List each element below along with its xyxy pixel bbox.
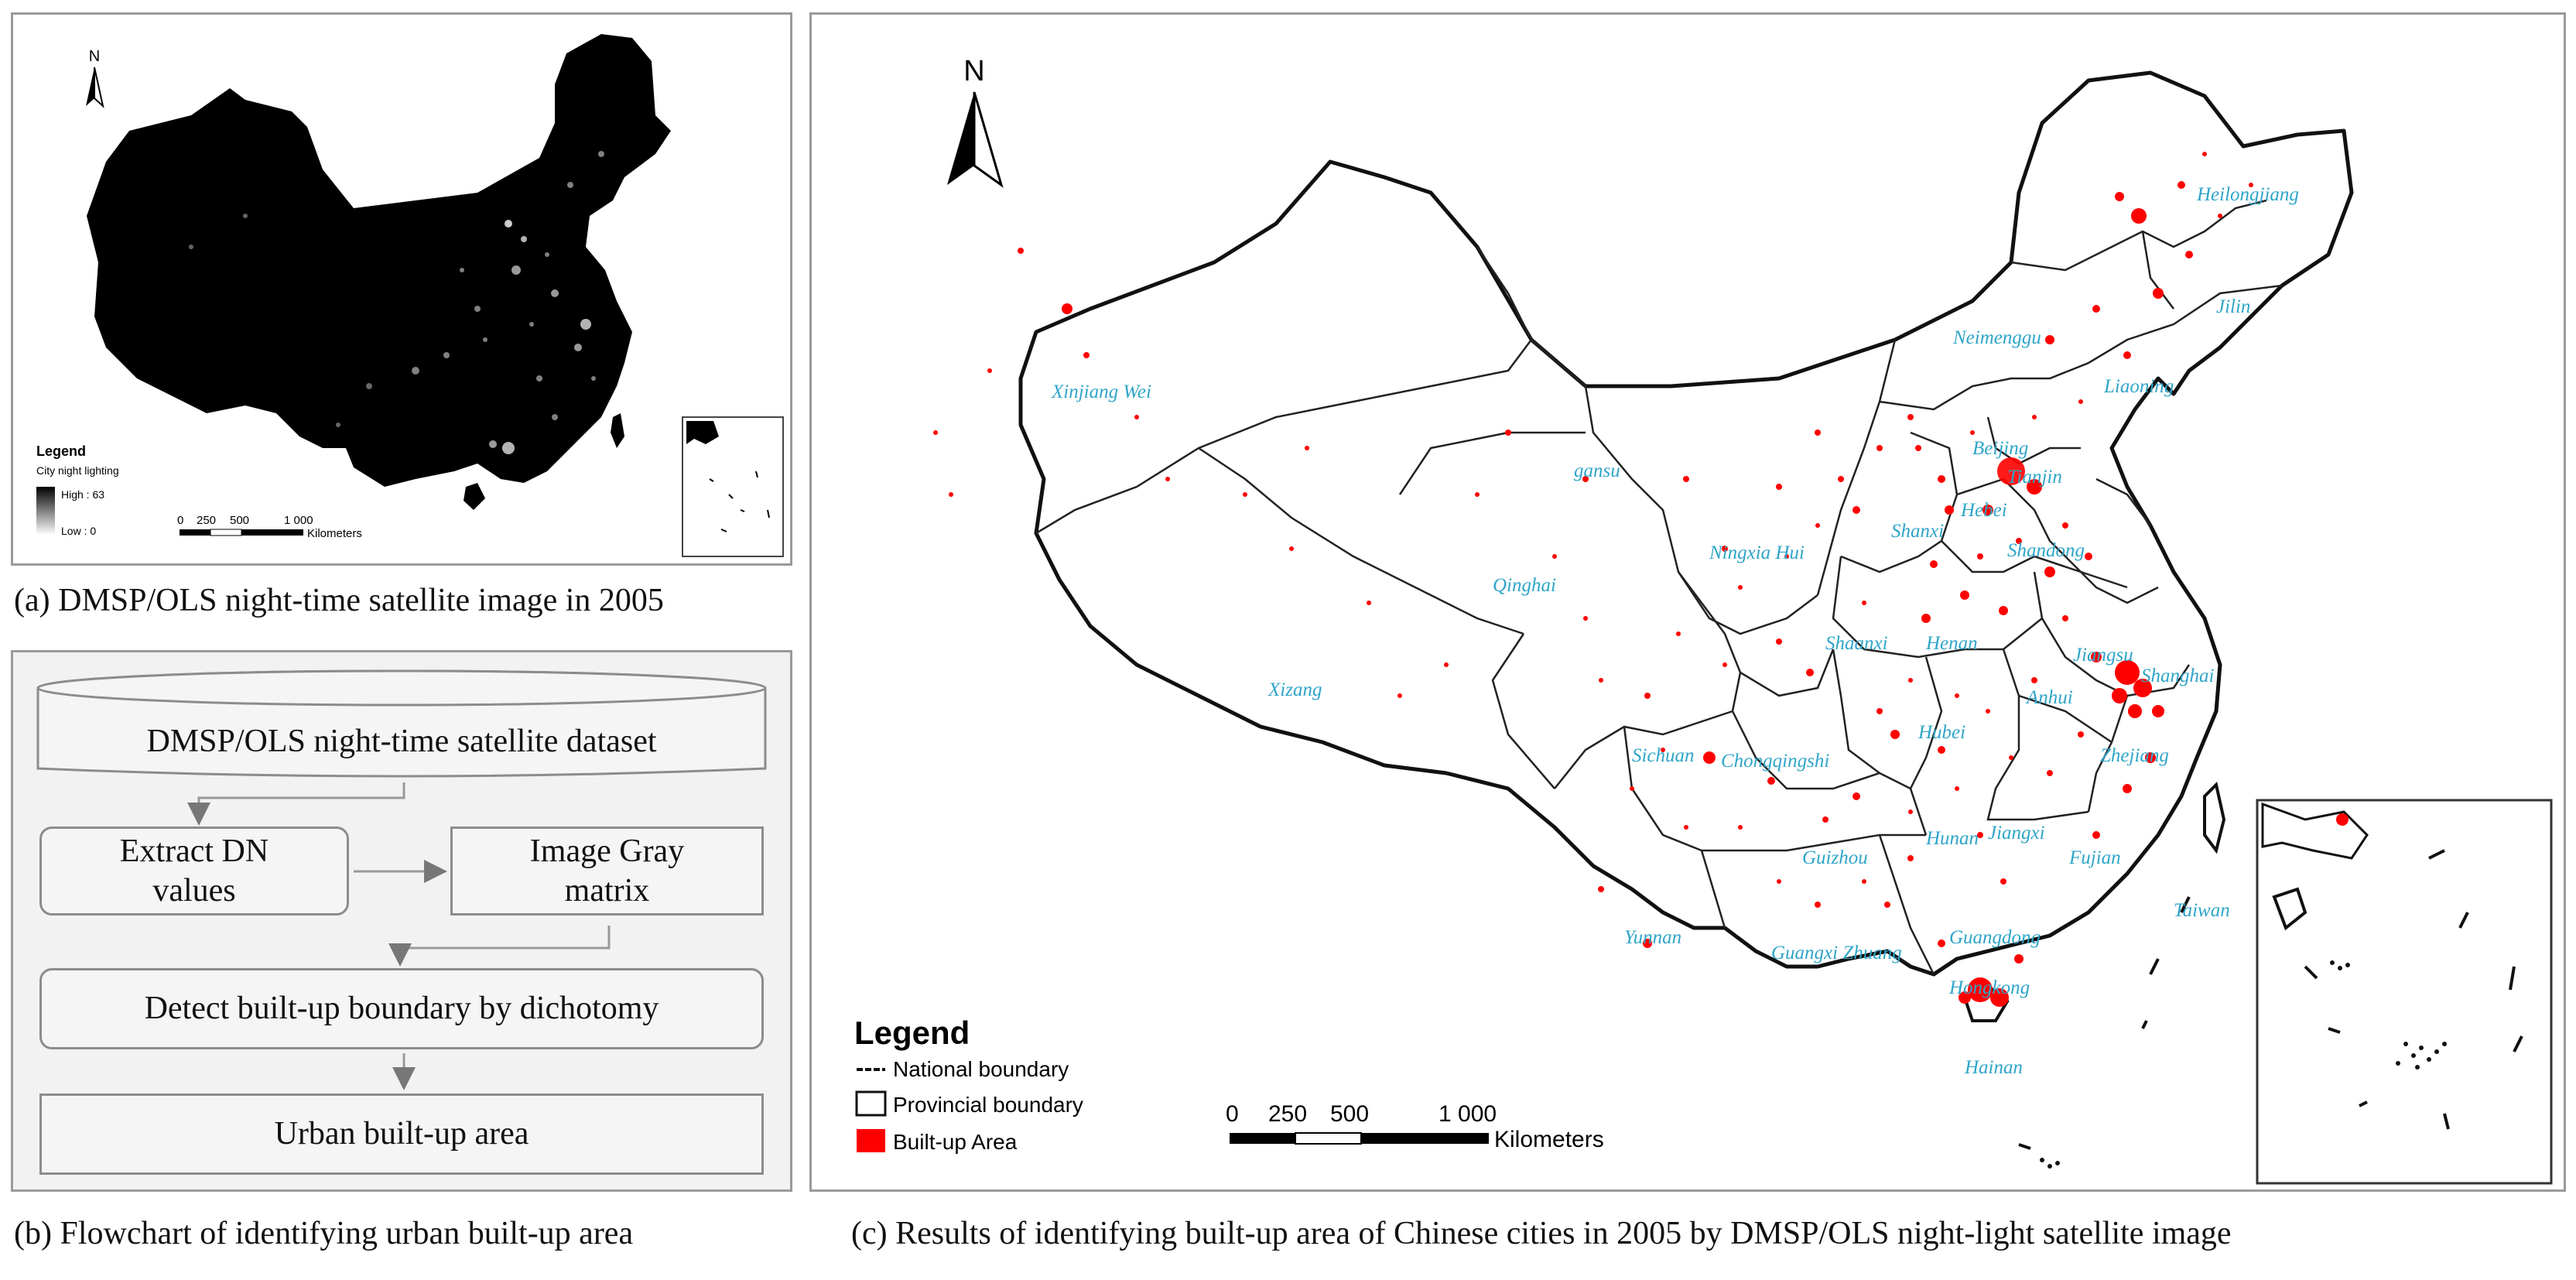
flow-extract-label: Extract DN values bbox=[120, 832, 269, 910]
legend-provincial: Provincial boundary bbox=[893, 1093, 1083, 1117]
north-arrow-icon: N bbox=[947, 55, 1004, 188]
legend-builtup-symbol bbox=[857, 1129, 885, 1152]
legend-gradient bbox=[36, 487, 55, 535]
scale-tick-500: 500 bbox=[230, 514, 249, 527]
label-qinghai: Qinghai bbox=[1493, 575, 1556, 596]
map-legend: Legend National boundary Provincial boun… bbox=[854, 1015, 1083, 1154]
scale-bar: 0 250 500 1 000 Kilometers bbox=[177, 514, 362, 540]
label-hunan: Hunan bbox=[1925, 828, 1979, 849]
label-hebei: Hebei bbox=[1960, 500, 2007, 521]
southern-islands bbox=[2018, 896, 2191, 1150]
flowchart-panel: DMSP/OLS night-time satellite dataset Ex… bbox=[11, 650, 792, 1192]
label-hainan: Hainan bbox=[1964, 1057, 2023, 1078]
label-sichuan: Sichuan bbox=[1632, 745, 1695, 766]
label-guangdong: Guangdong bbox=[1949, 927, 2041, 948]
taiwan-outline bbox=[2203, 782, 2226, 854]
label-shanxi: Shanxi bbox=[1891, 521, 1944, 542]
north-label: N bbox=[89, 48, 100, 65]
label-guangxi: Guangxi Zhuang bbox=[1771, 943, 1902, 963]
label-shandong: Shandong bbox=[2007, 540, 2085, 561]
label-guizhou: Guizhou bbox=[1802, 847, 1868, 868]
caption-b: (b) Flowchart of identifying urban built… bbox=[14, 1216, 634, 1251]
flow-extract-dn: Extract DN values bbox=[39, 827, 349, 916]
flow-gray-line1: Image Gray bbox=[529, 833, 685, 870]
inset-island-dots bbox=[2330, 960, 2447, 1070]
scale-tick-0: 0 bbox=[177, 514, 183, 527]
legend-builtup: Built-up Area bbox=[893, 1130, 1018, 1154]
scale-bar: 0 250 500 1 000 Kilometers bbox=[1226, 1101, 1604, 1152]
flow-detect-boundary: Detect built-up boundary by dichotomy bbox=[39, 968, 764, 1049]
label-hubei: Hubei bbox=[1917, 722, 1965, 743]
scale-tick-500: 500 bbox=[1330, 1101, 1369, 1127]
taiwan-island bbox=[611, 413, 624, 448]
scale-tick-1000: 1 000 bbox=[1439, 1101, 1497, 1127]
label-fujian: Fujian bbox=[2068, 847, 2121, 868]
label-zhejiang: Zhejiang bbox=[2100, 745, 2169, 766]
label-liaoning: Liaoning bbox=[2103, 376, 2174, 397]
built-up-map: N bbox=[854, 55, 2553, 1185]
label-shaanxi: Shaanxi bbox=[1825, 633, 1888, 654]
built-up-map-panel: N bbox=[809, 12, 2566, 1192]
label-neimenggu: Neimenggu bbox=[1952, 327, 2041, 348]
label-gansu: gansu bbox=[1574, 460, 1620, 481]
scale-tick-250: 250 bbox=[1268, 1101, 1307, 1127]
national-boundary bbox=[1018, 70, 2354, 977]
china-night-silhouette bbox=[87, 34, 671, 487]
legend-low: Low : 0 bbox=[61, 525, 96, 537]
legend-title: Legend bbox=[36, 443, 86, 459]
label-yunnan: Yunnan bbox=[1624, 927, 1681, 948]
flow-detect-label: Detect built-up boundary by dichotomy bbox=[144, 991, 659, 1027]
legend-provincial-symbol bbox=[855, 1090, 887, 1117]
flow-result: Urban built-up area bbox=[39, 1093, 764, 1175]
label-beijing: Beijing bbox=[1972, 438, 2028, 459]
flow-dataset: DMSP/OLS night-time satellite dataset bbox=[39, 707, 764, 776]
label-anhui: Anhui bbox=[2025, 687, 2073, 708]
label-chongqing: Chongqingshi bbox=[1721, 751, 1829, 772]
label-jiangsu: Jiangsu bbox=[2073, 645, 2133, 666]
flow-gray-label: Image Gray matrix bbox=[530, 832, 684, 910]
label-heilongjiang: Heilongjiang bbox=[2196, 184, 2299, 205]
night-light-map-panel: N Legen bbox=[11, 12, 792, 566]
legend-subtitle: City night lighting bbox=[36, 464, 119, 477]
flow-extract-line1: Extract DN bbox=[119, 833, 269, 870]
label-jiangxi: Jiangxi bbox=[1988, 823, 2045, 844]
built-up-areas bbox=[933, 152, 2253, 1007]
scale-tick-250: 250 bbox=[197, 514, 216, 527]
night-light-map: N Legen bbox=[36, 34, 784, 557]
legend-high: High : 63 bbox=[61, 488, 104, 501]
flow-extract-line2: values bbox=[152, 872, 236, 909]
label-hongkong: Hongkong bbox=[1948, 977, 2030, 998]
provincial-boundaries bbox=[1035, 199, 2283, 975]
southern-island-dots bbox=[2040, 1158, 2060, 1169]
flow-gray-matrix: Image Gray matrix bbox=[450, 827, 764, 916]
flow-result-label: Urban built-up area bbox=[274, 1116, 529, 1152]
label-xizang: Xizang bbox=[1267, 679, 1322, 700]
south-china-sea-inset bbox=[2256, 799, 2553, 1185]
label-tianjin: Tianjin bbox=[2007, 467, 2062, 488]
legend-national: National boundary bbox=[893, 1057, 1069, 1081]
north-arrow-icon: N bbox=[86, 48, 104, 108]
inset-islands bbox=[709, 471, 770, 532]
scale-unit: Kilometers bbox=[307, 527, 362, 540]
label-henan: Henan bbox=[1925, 633, 1978, 654]
label-xinjiang: Xinjiang Wei bbox=[1051, 382, 1151, 402]
scale-unit: Kilometers bbox=[1494, 1127, 1604, 1152]
scale-tick-0: 0 bbox=[1226, 1101, 1239, 1127]
legend-title: Legend bbox=[854, 1015, 970, 1051]
caption-c: (c) Results of identifying built-up area… bbox=[851, 1216, 2232, 1251]
caption-a: (a) DMSP/OLS night-time satellite image … bbox=[14, 583, 664, 618]
hainan-island bbox=[464, 483, 485, 510]
label-shanghai: Shanghai bbox=[2141, 666, 2215, 686]
north-label: N bbox=[963, 55, 984, 87]
label-jilin: Jilin bbox=[2216, 296, 2250, 317]
flowchart-connectors bbox=[36, 669, 767, 1090]
city-lights bbox=[189, 151, 604, 454]
province-labels: Heilongjiang Jilin Neimenggu Liaoning Xi… bbox=[1051, 184, 2299, 1078]
scale-tick-1000: 1 000 bbox=[284, 514, 313, 527]
flow-dataset-label: DMSP/OLS night-time satellite dataset bbox=[146, 723, 657, 759]
label-ningxia: Ningxia Hui bbox=[1709, 542, 1805, 563]
flow-gray-line2: matrix bbox=[564, 872, 650, 909]
label-taiwan: Taiwan bbox=[2174, 900, 2230, 921]
